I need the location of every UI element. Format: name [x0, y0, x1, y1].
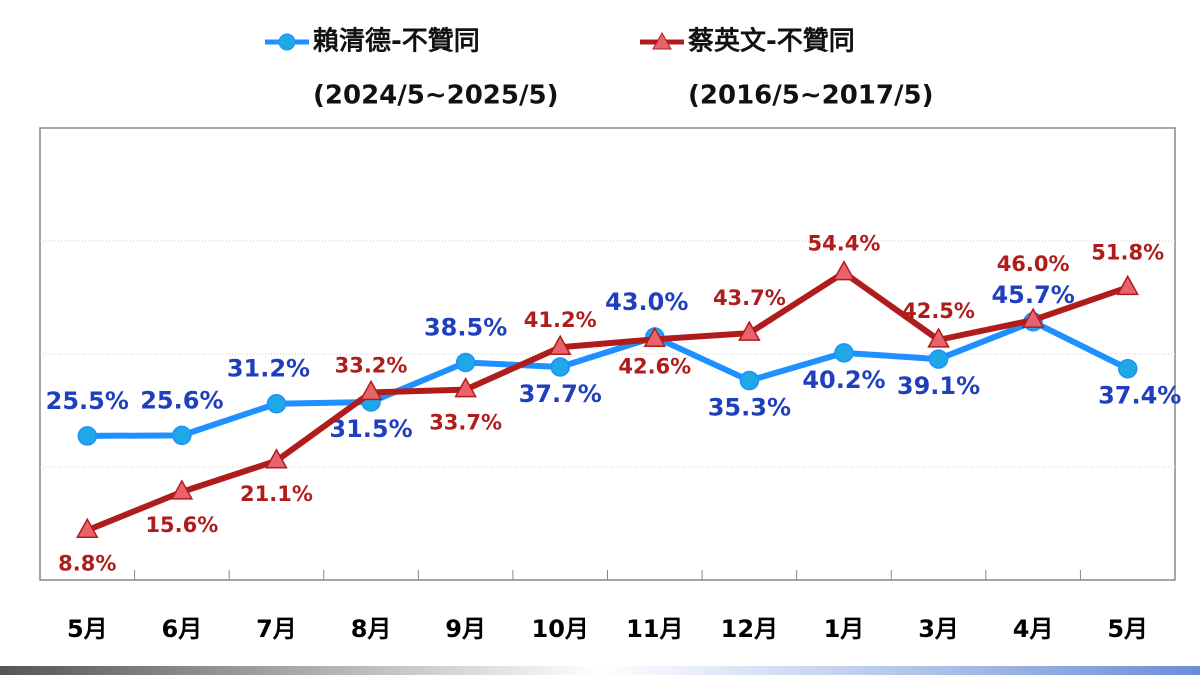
legend-period: (2016/5~2017/5) [688, 81, 933, 111]
data-point [927, 327, 950, 348]
data-point [265, 448, 288, 469]
data-label: 42.6% [618, 354, 691, 378]
data-label: 31.5% [329, 415, 412, 443]
legend-marker [278, 33, 296, 51]
data-label: 21.1% [240, 482, 313, 506]
data-point [454, 377, 477, 398]
x-tick-label: 7月 [256, 615, 297, 643]
data-label: 8.8% [58, 551, 116, 575]
data-label: 25.6% [140, 386, 223, 414]
x-tick-label: 12月 [721, 615, 778, 643]
data-point [928, 349, 949, 369]
data-point [643, 326, 667, 348]
data-point [77, 426, 98, 446]
x-tick-label: 5月 [67, 615, 108, 643]
data-label: 33.7% [429, 411, 502, 435]
data-label: 38.5% [424, 313, 507, 341]
series-line [86, 269, 1129, 534]
data-label: 33.2% [335, 353, 408, 377]
data-label: 45.7% [991, 281, 1074, 309]
data-point [1021, 307, 1045, 328]
legend-marker [652, 31, 672, 50]
data-label: 31.2% [227, 355, 310, 383]
data-label: 42.5% [902, 299, 975, 323]
data-point [832, 260, 856, 281]
data-label: 46.0% [997, 252, 1070, 276]
data-label: 41.2% [524, 308, 597, 332]
data-point [834, 343, 854, 363]
x-tick-label: 3月 [918, 615, 959, 643]
data-label: 37.4% [1098, 382, 1181, 410]
data-point [548, 334, 572, 355]
x-tick-label: 8月 [351, 615, 392, 643]
x-tick-label: 5月 [1107, 615, 1148, 643]
data-label: 15.6% [145, 513, 218, 537]
legend-label: 賴清德-不贊同 [313, 27, 480, 57]
series-line [87, 318, 1130, 439]
data-label: 43.0% [605, 288, 688, 316]
data-point [1117, 358, 1138, 379]
data-point [172, 425, 192, 446]
decoration [0, 666, 1200, 675]
x-tick-label: 10月 [532, 615, 589, 643]
data-label: 37.7% [519, 380, 602, 408]
data-point [550, 357, 570, 377]
data-label: 51.8% [1091, 240, 1164, 264]
data-point [359, 379, 383, 401]
data-point [1116, 274, 1139, 296]
x-tick-label: 1月 [824, 615, 865, 643]
data-point [738, 320, 761, 341]
legend-label: 蔡英文-不贊同 [688, 26, 855, 57]
x-tick-label: 6月 [162, 615, 203, 643]
data-label: 43.7% [713, 286, 786, 310]
data-point [266, 393, 287, 414]
data-point [455, 352, 476, 373]
data-label: 39.1% [897, 372, 980, 400]
data-label: 25.5% [46, 387, 129, 415]
x-tick-label: 4月 [1013, 615, 1054, 643]
x-tick-label: 11月 [626, 615, 683, 643]
legend-period: (2024/5~2025/5) [313, 81, 558, 111]
data-label: 35.3% [708, 394, 791, 422]
x-tick-label: 9月 [445, 615, 486, 643]
data-label: 40.2% [802, 366, 885, 394]
data-point [76, 517, 99, 539]
data-point [170, 479, 194, 500]
data-point [739, 370, 760, 391]
data-label: 54.4% [808, 232, 881, 256]
